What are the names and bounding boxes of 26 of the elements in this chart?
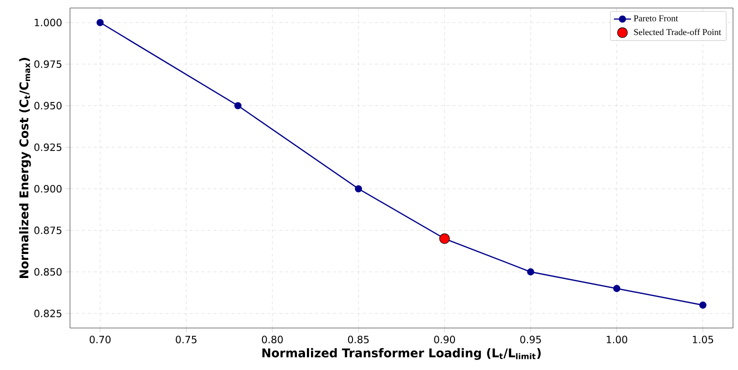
point xyxy=(234,102,242,110)
point xyxy=(613,284,620,292)
x-tick-label: 0.70 xyxy=(90,336,111,344)
point xyxy=(354,185,362,192)
y-tick-label: 0.825 xyxy=(34,310,62,318)
x-tick-label: 1.00 xyxy=(606,336,628,344)
y-tick-label: 0.900 xyxy=(34,185,62,193)
x-tick-label: 0.90 xyxy=(434,336,455,344)
x-axis-title: Normalized Transformer Loading (L$_{t}$/L$_{limit}$) xyxy=(262,348,541,360)
y-tick-label: 0.850 xyxy=(34,268,62,276)
y-axis-title: Normalized Energy Cost (C$_{t}$/C$_{max}$) xyxy=(19,58,31,278)
y-tick-label: 0.925 xyxy=(34,143,62,151)
legend-label: Pareto Front xyxy=(634,15,678,22)
y-tick-label: 1.000 xyxy=(34,18,62,26)
x-tick-label: 0.80 xyxy=(262,336,283,344)
y-tick-label: 0.875 xyxy=(34,226,62,234)
y-tick-label: 0.975 xyxy=(34,60,62,68)
x-tick-label: 0.85 xyxy=(348,336,369,344)
point xyxy=(96,18,104,26)
legend-label: Selected Trade-off Point xyxy=(634,28,722,36)
x-tick-label: 0.95 xyxy=(520,336,541,344)
x-tick-label: 0.75 xyxy=(176,336,196,344)
point xyxy=(527,268,534,276)
y-tick-label: 0.950 xyxy=(34,102,62,110)
x-tick-label: 1.05 xyxy=(692,336,714,344)
point xyxy=(699,302,706,309)
